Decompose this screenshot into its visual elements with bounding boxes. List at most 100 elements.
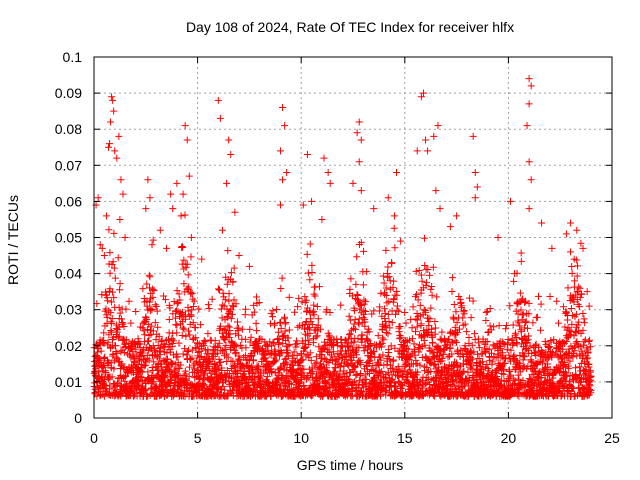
- data-point: [559, 345, 567, 353]
- data-point: [380, 279, 388, 287]
- data-point: [363, 268, 371, 276]
- data-point: [384, 269, 392, 277]
- data-point: [107, 327, 115, 335]
- data-point: [567, 248, 575, 256]
- data-point: [320, 154, 328, 162]
- data-point: [408, 324, 416, 332]
- data-point: [351, 307, 359, 315]
- data-point: [426, 315, 434, 323]
- data-point: [293, 351, 301, 359]
- data-point: [359, 314, 367, 322]
- data-point: [108, 93, 116, 101]
- data-point: [179, 243, 187, 251]
- data-point: [299, 356, 307, 364]
- data-point: [115, 334, 123, 342]
- data-point: [264, 342, 272, 350]
- data-point: [346, 285, 354, 293]
- data-point: [574, 262, 582, 270]
- data-point: [516, 322, 524, 330]
- data-point: [179, 324, 187, 332]
- data-point: [392, 310, 400, 318]
- data-point: [583, 288, 591, 296]
- data-point: [538, 219, 546, 227]
- data-point: [173, 287, 181, 295]
- data-point: [188, 306, 196, 314]
- data-point: [253, 293, 261, 301]
- data-point: [194, 348, 202, 356]
- data-point: [562, 310, 570, 318]
- data-point: [497, 345, 505, 353]
- data-point: [215, 339, 223, 347]
- data-point: [151, 301, 159, 309]
- data-point: [429, 263, 437, 271]
- data-point: [517, 249, 525, 257]
- y-tick-label: 0.02: [55, 338, 82, 354]
- data-point: [232, 342, 240, 350]
- data-point: [277, 285, 285, 293]
- data-point: [313, 358, 321, 366]
- data-point: [152, 302, 160, 310]
- data-point: [417, 93, 425, 101]
- data-point: [502, 354, 510, 362]
- data-point: [355, 118, 363, 126]
- data-point: [415, 266, 423, 274]
- data-point: [143, 280, 151, 288]
- data-point: [531, 364, 539, 372]
- data-point: [225, 333, 233, 341]
- data-point: [493, 375, 501, 383]
- data-point: [146, 194, 154, 202]
- data-point: [425, 358, 433, 366]
- data-point: [400, 367, 408, 375]
- data-point: [424, 368, 432, 376]
- data-point: [545, 343, 553, 351]
- data-point: [293, 371, 301, 379]
- data-point: [473, 183, 481, 191]
- data-point: [346, 377, 354, 385]
- data-point: [323, 306, 331, 314]
- data-point: [214, 96, 222, 104]
- data-point: [113, 154, 121, 162]
- data-point: [183, 260, 191, 268]
- data-point: [285, 293, 293, 301]
- data-point: [348, 326, 356, 334]
- data-point: [187, 356, 195, 364]
- data-point: [381, 305, 389, 313]
- data-point: [573, 226, 581, 234]
- data-point: [165, 315, 173, 323]
- data-point: [544, 360, 552, 368]
- data-point: [460, 360, 468, 368]
- data-point: [566, 326, 574, 334]
- data-point: [236, 384, 244, 392]
- data-point: [302, 375, 310, 383]
- data-point: [412, 291, 420, 299]
- data-point: [508, 335, 516, 343]
- data-point: [524, 324, 532, 332]
- data-point: [150, 358, 158, 366]
- data-point: [224, 247, 232, 255]
- data-point: [271, 357, 279, 365]
- data-point: [298, 298, 306, 306]
- data-point: [413, 147, 421, 155]
- data-point: [587, 343, 595, 351]
- data-point: [526, 342, 534, 350]
- data-point: [271, 346, 279, 354]
- data-point: [571, 291, 579, 299]
- data-point: [511, 377, 519, 385]
- data-point: [195, 305, 203, 313]
- data-point: [230, 296, 238, 304]
- data-point: [428, 325, 436, 333]
- y-tick-label: 0.05: [55, 230, 82, 246]
- data-point: [271, 319, 279, 327]
- data-point: [537, 373, 545, 381]
- data-point: [316, 325, 324, 333]
- data-point: [408, 335, 416, 343]
- data-point: [585, 336, 593, 344]
- y-tick-label: 0.03: [55, 302, 82, 318]
- data-point: [520, 351, 528, 359]
- data-point: [185, 363, 193, 371]
- data-point: [137, 374, 145, 382]
- data-point: [285, 326, 293, 334]
- data-point: [131, 345, 139, 353]
- data-point: [550, 336, 558, 344]
